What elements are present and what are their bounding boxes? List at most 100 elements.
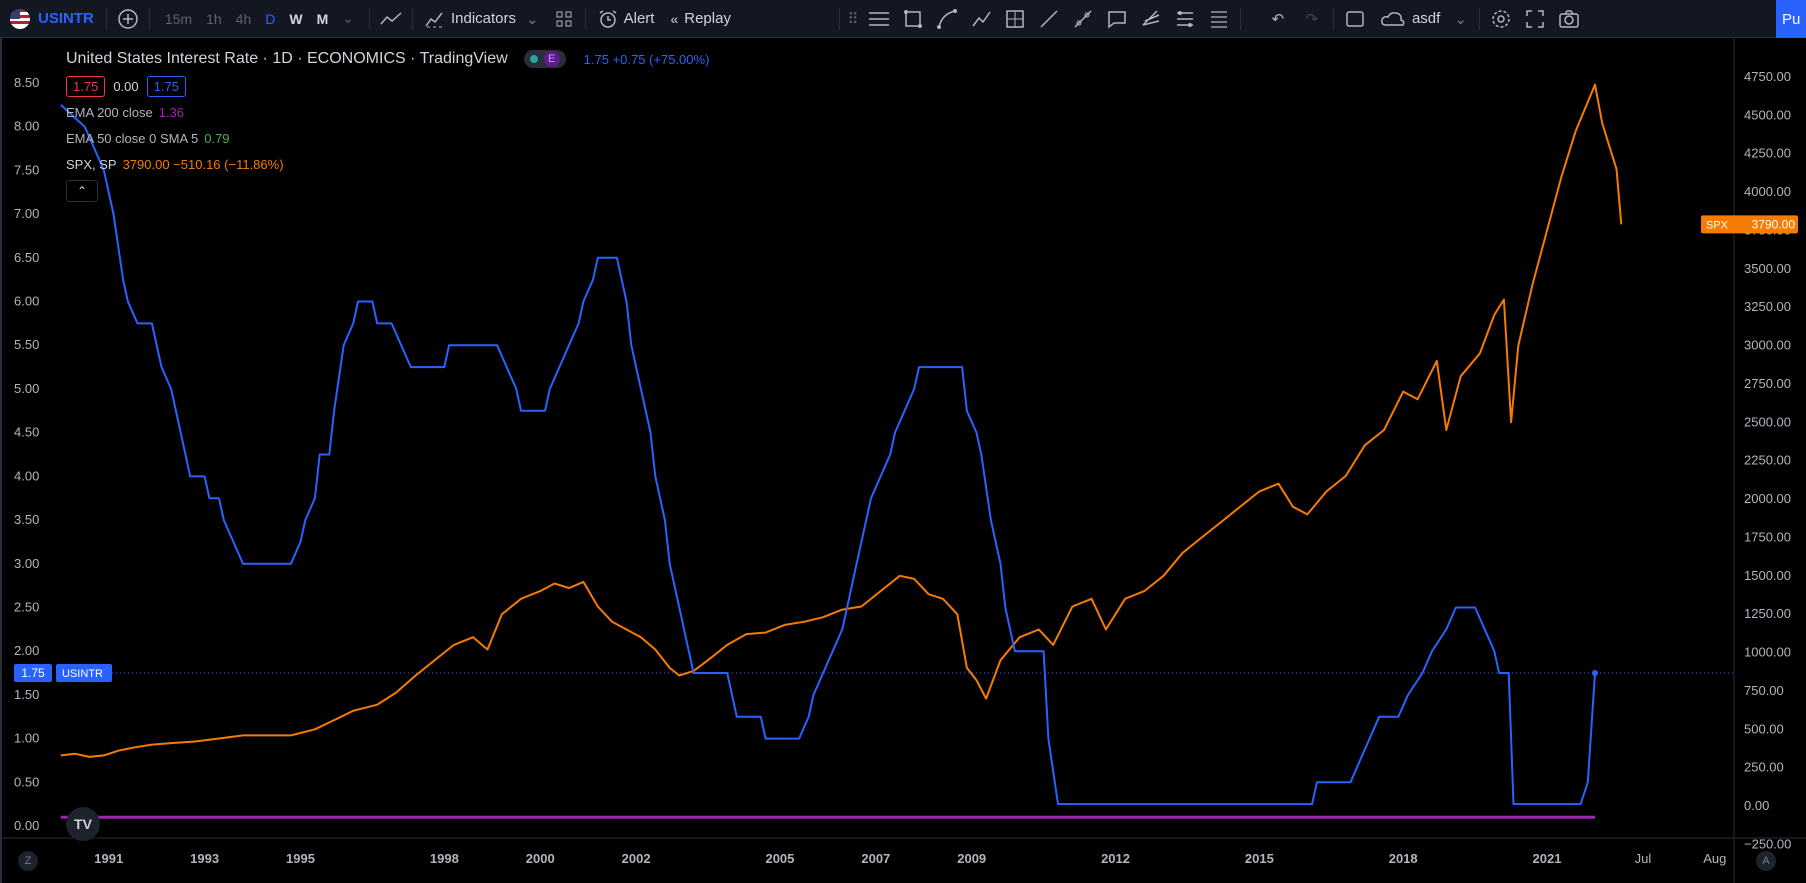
indicators-button[interactable]: Indicators ⌄ xyxy=(417,0,547,38)
separator xyxy=(148,7,150,30)
ema200-label: EMA 200 close xyxy=(66,104,153,120)
chart-type-icon[interactable] xyxy=(374,0,408,38)
rectangle-tool-icon[interactable] xyxy=(896,0,930,38)
trend-line-icon[interactable] xyxy=(1032,0,1066,38)
layout-square-icon[interactable] xyxy=(1338,0,1372,38)
ohlc-value-blue: 1.75 xyxy=(146,75,186,97)
path-tool-icon[interactable] xyxy=(930,0,964,38)
chart-title: United States Interest Rate · 1D · ECONO… xyxy=(66,50,508,67)
chart-canvas[interactable]: 0.00 0.50 1.00 1.50 2.00 2.50 3.00 3.50 4.00 4.50… xyxy=(0,38,1806,883)
ema200-row[interactable]: EMA 200 close 1.36 xyxy=(66,102,709,122)
separator xyxy=(1478,7,1480,30)
gear-icon[interactable] xyxy=(1484,0,1518,38)
right-axis-tick-label: −250.00 xyxy=(1744,836,1791,851)
fullscreen-icon[interactable] xyxy=(1518,0,1552,38)
right-axis-tick-label: 4250.00 xyxy=(1744,146,1791,161)
chart-area[interactable] xyxy=(0,38,1806,883)
x-axis-tick-label: 1995 xyxy=(286,851,315,866)
redo-icon[interactable]: ↷ xyxy=(1305,10,1319,28)
auto-scale-button[interactable]: A xyxy=(1756,851,1776,871)
symbol-search[interactable]: USINTR xyxy=(0,0,102,38)
spx-tag-value: 3790.00 xyxy=(1752,217,1796,231)
layout-name-button[interactable]: asdf ⌄ xyxy=(1372,0,1475,38)
spx-tag-label: SPX xyxy=(1706,219,1729,231)
indicators-label: Indicators xyxy=(450,10,517,27)
spx-value: 3790.00 −510.16 (−11.86%) xyxy=(122,156,284,172)
left-axis-tick-label: 2.50 xyxy=(14,599,39,614)
header-value: 1.75 +0.75 (+75.00%) xyxy=(583,51,710,67)
symbol-label: USINTR xyxy=(38,10,94,27)
last-value-dot xyxy=(1591,670,1598,677)
chevron-down-icon[interactable]: ⌄ xyxy=(1454,10,1467,28)
market-status-badge[interactable]: E xyxy=(523,50,566,68)
chevron-up-icon: ⌃ xyxy=(76,184,88,198)
separator xyxy=(838,7,840,30)
ema50-row[interactable]: EMA 50 close 0 SMA 5 0.79 xyxy=(66,128,709,148)
fib-tool-icon[interactable] xyxy=(1168,0,1202,38)
zoom-reset-button[interactable]: Z xyxy=(18,851,38,871)
separator xyxy=(411,7,413,30)
series-line-usintr xyxy=(60,104,1596,806)
camera-icon[interactable] xyxy=(1552,0,1586,38)
drag-handle-icon[interactable]: ⠿ xyxy=(847,10,859,28)
separator xyxy=(368,7,370,30)
publish-button[interactable]: Pu xyxy=(1776,0,1806,38)
left-axis-tick-label: 7.50 xyxy=(14,162,39,177)
spx-row[interactable]: SPX, SP 3790.00 −510.16 (−11.86%) xyxy=(66,154,709,174)
right-axis-tick-label: 1000.00 xyxy=(1744,645,1791,660)
right-axis-tick-label: 2500.00 xyxy=(1744,414,1791,429)
ray-line-icon[interactable] xyxy=(1066,0,1100,38)
cloud-icon xyxy=(1381,11,1405,26)
left-border xyxy=(0,38,2,883)
replay-button[interactable]: « Replay xyxy=(662,0,739,38)
compare-add-icon[interactable] xyxy=(111,0,145,38)
current-value-tag-label: 1.75 xyxy=(21,666,45,680)
right-axis-tick-label: 750.00 xyxy=(1744,683,1784,698)
tradingview-logo[interactable]: TV xyxy=(66,807,100,841)
timeframe-1h[interactable]: 1h xyxy=(206,10,222,27)
ohlc-value-red: 1.75 xyxy=(66,75,106,97)
chevron-down-icon[interactable]: ⌄ xyxy=(342,10,354,26)
alert-button[interactable]: Alert xyxy=(590,0,663,38)
collapse-legend-button[interactable]: ⌃ xyxy=(66,180,98,202)
timeframe-d[interactable]: D xyxy=(265,10,276,27)
us-flag-icon xyxy=(10,8,30,29)
alert-label: Alert xyxy=(623,10,655,27)
current-value-tag xyxy=(14,664,52,683)
series-line-spx xyxy=(60,83,1623,758)
pen-tool-icon[interactable] xyxy=(1134,0,1168,38)
x-axis-tick-label: 2000 xyxy=(526,851,555,866)
timeframe-w[interactable]: W xyxy=(289,10,303,27)
undo-icon[interactable]: ↶ xyxy=(1271,10,1285,28)
left-axis-tick-label: 5.00 xyxy=(14,381,39,396)
left-axis-tick-label: 8.50 xyxy=(14,75,39,90)
timeframe-15m[interactable]: 15m xyxy=(164,10,193,27)
timeframe-m[interactable]: M xyxy=(316,10,329,27)
right-axis-tick-label: 2750.00 xyxy=(1744,376,1791,391)
x-axis-tick-label: Aug xyxy=(1703,851,1726,866)
chevron-down-icon[interactable]: ⌄ xyxy=(526,10,539,28)
status-dot-icon xyxy=(529,55,538,63)
right-axis-tick-label: 2000.00 xyxy=(1744,491,1791,506)
x-axis-tick-label: 2009 xyxy=(957,851,986,866)
x-axis-tick-label: 2002 xyxy=(622,851,651,866)
x-axis-tick-label: 2012 xyxy=(1101,851,1130,866)
left-axis-tick-label: 3.50 xyxy=(14,512,39,527)
right-axis-tick-label: 500.00 xyxy=(1744,721,1784,736)
ema50-value: 0.79 xyxy=(204,130,230,146)
crosshair-box-icon[interactable] xyxy=(998,0,1032,38)
timeframe-4h[interactable]: 4h xyxy=(235,10,252,27)
left-axis-tick-label: 0.50 xyxy=(14,774,39,789)
comment-icon[interactable] xyxy=(1100,0,1134,38)
ohlc-value-plain: 0.00 xyxy=(113,78,139,94)
ema50-label: EMA 50 close 0 SMA 5 xyxy=(66,130,199,146)
right-axis-tick-label: 4750.00 xyxy=(1744,69,1791,84)
brush-tool-icon[interactable] xyxy=(964,0,998,38)
right-axis-tick-label: 1500.00 xyxy=(1744,568,1791,583)
templates-grid-icon[interactable] xyxy=(547,0,581,38)
horizontal-lines-icon[interactable] xyxy=(862,0,896,38)
left-axis-tick-label: 5.50 xyxy=(14,337,39,352)
top-toolbar: USINTR 15m 1h 4h D W M ⌄ Indicators ⌄ Al… xyxy=(0,0,1806,38)
gann-tool-icon[interactable] xyxy=(1202,0,1236,38)
timeframe-group: 15m 1h 4h D W M ⌄ xyxy=(154,0,365,38)
